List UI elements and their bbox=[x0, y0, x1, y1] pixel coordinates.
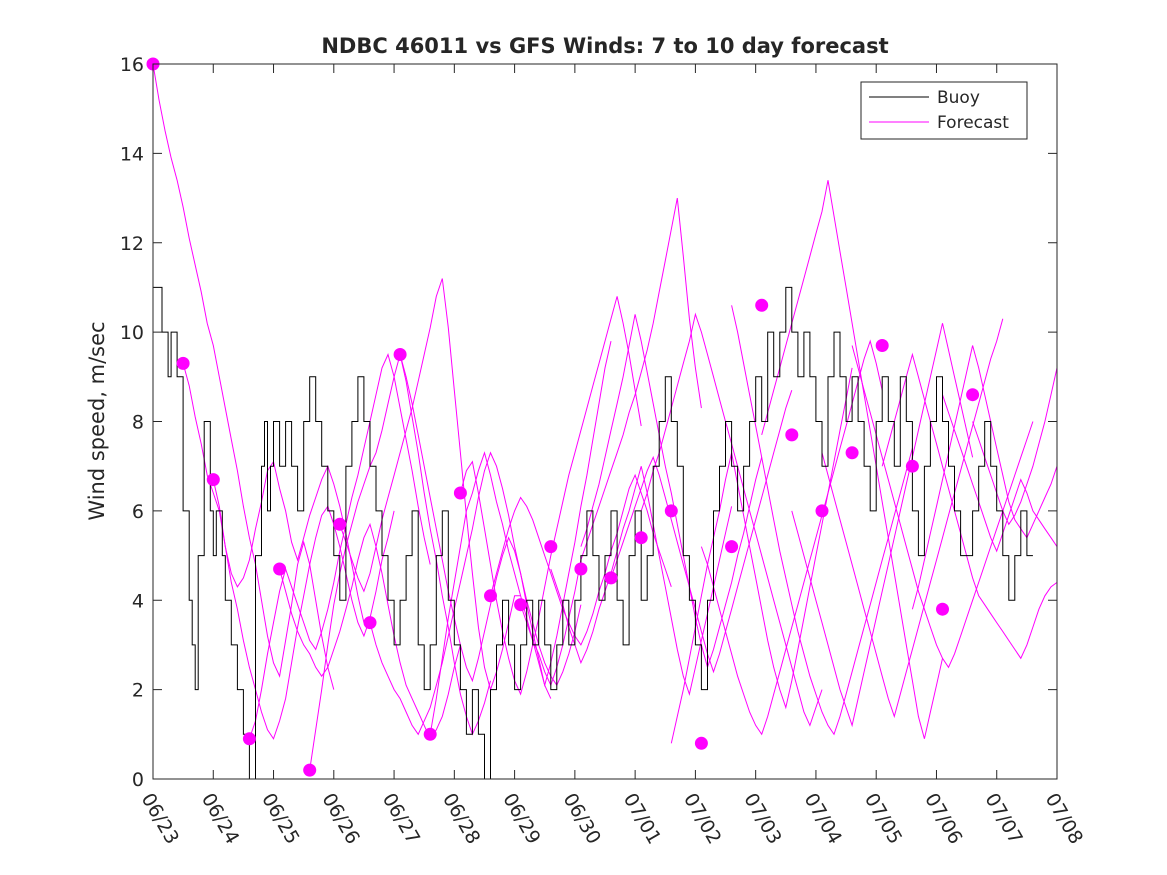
y-tick-label: 2 bbox=[132, 680, 144, 702]
forecast-marker bbox=[664, 504, 678, 518]
forecast-line-17 bbox=[670, 367, 853, 744]
forecast-marker bbox=[966, 388, 980, 402]
forecast-line-9 bbox=[429, 340, 612, 735]
plot-area bbox=[146, 57, 1058, 780]
y-tick-label: 6 bbox=[132, 501, 144, 523]
forecast-marker bbox=[333, 517, 347, 531]
forecast-marker bbox=[785, 428, 799, 442]
forecast-line-3 bbox=[248, 353, 431, 739]
forecast-marker bbox=[176, 356, 190, 370]
y-tick-label: 0 bbox=[132, 769, 144, 791]
forecast-line-11 bbox=[490, 473, 672, 646]
forecast-line-10 bbox=[459, 296, 642, 696]
chart-title: NDBC 46011 vs GFS Winds: 7 to 10 day for… bbox=[321, 34, 888, 58]
legend-label-forecast: Forecast bbox=[937, 113, 1009, 133]
forecast-marker bbox=[303, 763, 317, 777]
y-tick-label: 16 bbox=[120, 54, 144, 76]
forecast-marker bbox=[484, 589, 497, 603]
forecast-line-21 bbox=[791, 323, 974, 728]
forecast-line-25 bbox=[911, 345, 1058, 610]
forecast-marker bbox=[634, 531, 648, 545]
forecast-line-2 bbox=[212, 479, 395, 740]
forecast-line-19 bbox=[731, 305, 913, 736]
y-axis: 0 2 4 6 8 10 12 14 16 bbox=[120, 54, 1057, 791]
legend-box bbox=[860, 81, 1028, 140]
forecast-marker bbox=[514, 598, 528, 612]
forecast-line-14 bbox=[580, 314, 763, 670]
buoy-line bbox=[153, 286, 1033, 780]
y-tick-label: 10 bbox=[120, 322, 144, 344]
forecast-marker bbox=[574, 562, 588, 576]
y-tick-label: 12 bbox=[120, 233, 144, 255]
forecast-line-15 bbox=[610, 390, 793, 674]
forecast-marker bbox=[206, 473, 220, 487]
forecast-marker bbox=[363, 616, 377, 630]
forecast-line-24 bbox=[881, 352, 1058, 660]
legend: Buoy Forecast bbox=[860, 81, 1028, 140]
forecast-marker bbox=[725, 540, 739, 554]
forecast-marker bbox=[242, 732, 256, 746]
forecast-marker bbox=[423, 727, 437, 741]
forecast-marker bbox=[936, 602, 949, 616]
forecast-marker bbox=[544, 540, 558, 554]
y-tick-label: 8 bbox=[132, 412, 144, 434]
forecast-marker bbox=[453, 486, 467, 500]
forecast-marker bbox=[694, 736, 708, 750]
y-axis-label: Wind speed, m/sec bbox=[85, 321, 109, 520]
forecast-marker bbox=[875, 339, 889, 352]
y-tick-label: 4 bbox=[132, 590, 144, 612]
forecast-marker bbox=[905, 459, 919, 473]
legend-label-buoy: Buoy bbox=[937, 88, 980, 108]
forecast-line-13 bbox=[550, 466, 733, 696]
forecast-line-22 bbox=[821, 318, 1004, 719]
forecast-marker bbox=[845, 446, 859, 460]
forecast-line-27 bbox=[972, 367, 1058, 526]
forecast-marker bbox=[815, 504, 829, 518]
forecast-marker bbox=[604, 571, 618, 585]
forecast-line-26 bbox=[942, 394, 1058, 553]
forecast-marker bbox=[755, 298, 769, 312]
forecast-marker bbox=[393, 348, 407, 361]
y-tick-label: 14 bbox=[120, 143, 144, 165]
forecast-marker bbox=[273, 562, 287, 576]
forecast-line-0 bbox=[152, 63, 335, 690]
